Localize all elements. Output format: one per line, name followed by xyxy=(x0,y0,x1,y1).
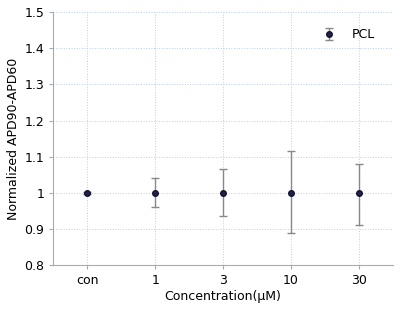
Y-axis label: Normalized APD90-APD60: Normalized APD90-APD60 xyxy=(7,57,20,220)
X-axis label: Concentration(μM): Concentration(μM) xyxy=(165,290,282,303)
Legend: PCL: PCL xyxy=(312,23,380,46)
